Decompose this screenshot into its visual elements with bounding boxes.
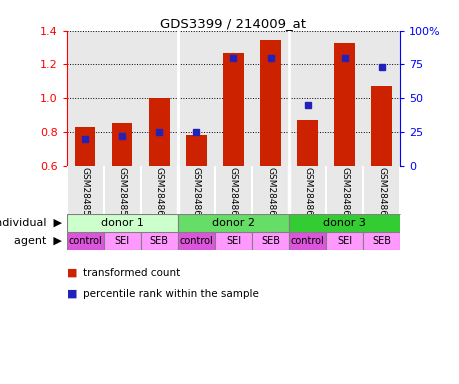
Text: GSM284860: GSM284860 [155, 167, 163, 222]
Text: GSM284859: GSM284859 [118, 167, 127, 222]
Bar [214, 232, 252, 250]
Text: donor 2: donor 2 [212, 218, 254, 228]
Text: ■: ■ [67, 289, 80, 299]
Text: GSM284865: GSM284865 [339, 167, 348, 222]
Text: donor 1: donor 1 [101, 218, 143, 228]
Text: SEB: SEB [371, 236, 390, 246]
Text: GSM284861: GSM284861 [191, 167, 201, 222]
Bar [140, 232, 178, 250]
Text: individual  ▶: individual ▶ [0, 218, 62, 228]
Bar [362, 232, 399, 250]
Text: agent  ▶: agent ▶ [14, 236, 62, 246]
Bar [104, 232, 140, 250]
Text: GSM284866: GSM284866 [376, 167, 386, 222]
Title: GDS3399 / 214009_at: GDS3399 / 214009_at [160, 17, 306, 30]
Bar [371, 86, 391, 166]
Text: SEI: SEI [336, 236, 352, 246]
Text: GSM284864: GSM284864 [302, 167, 311, 222]
Text: percentile rank within the sample: percentile rank within the sample [83, 289, 258, 299]
Bar [75, 127, 95, 166]
Text: control: control [290, 236, 324, 246]
Bar [186, 135, 206, 166]
Bar [252, 232, 288, 250]
Bar [149, 98, 169, 166]
Bar [67, 232, 104, 250]
Text: donor 3: donor 3 [323, 218, 365, 228]
Bar [67, 214, 178, 232]
Text: GSM284863: GSM284863 [265, 167, 274, 222]
Bar [260, 40, 280, 166]
Bar [112, 122, 132, 166]
Text: GSM284858: GSM284858 [80, 167, 90, 222]
Text: SEB: SEB [260, 236, 280, 246]
Bar [288, 214, 399, 232]
Bar [325, 232, 362, 250]
Text: SEI: SEI [225, 236, 241, 246]
Bar [288, 232, 325, 250]
Text: GSM284862: GSM284862 [229, 167, 237, 222]
Text: ■: ■ [67, 268, 80, 278]
Bar [178, 232, 214, 250]
Bar [178, 214, 288, 232]
Text: SEI: SEI [114, 236, 129, 246]
Bar [334, 43, 354, 166]
Bar [297, 120, 317, 166]
Text: SEB: SEB [150, 236, 168, 246]
Text: control: control [68, 236, 102, 246]
Bar [223, 53, 243, 166]
Text: transformed count: transformed count [83, 268, 179, 278]
Text: control: control [179, 236, 213, 246]
